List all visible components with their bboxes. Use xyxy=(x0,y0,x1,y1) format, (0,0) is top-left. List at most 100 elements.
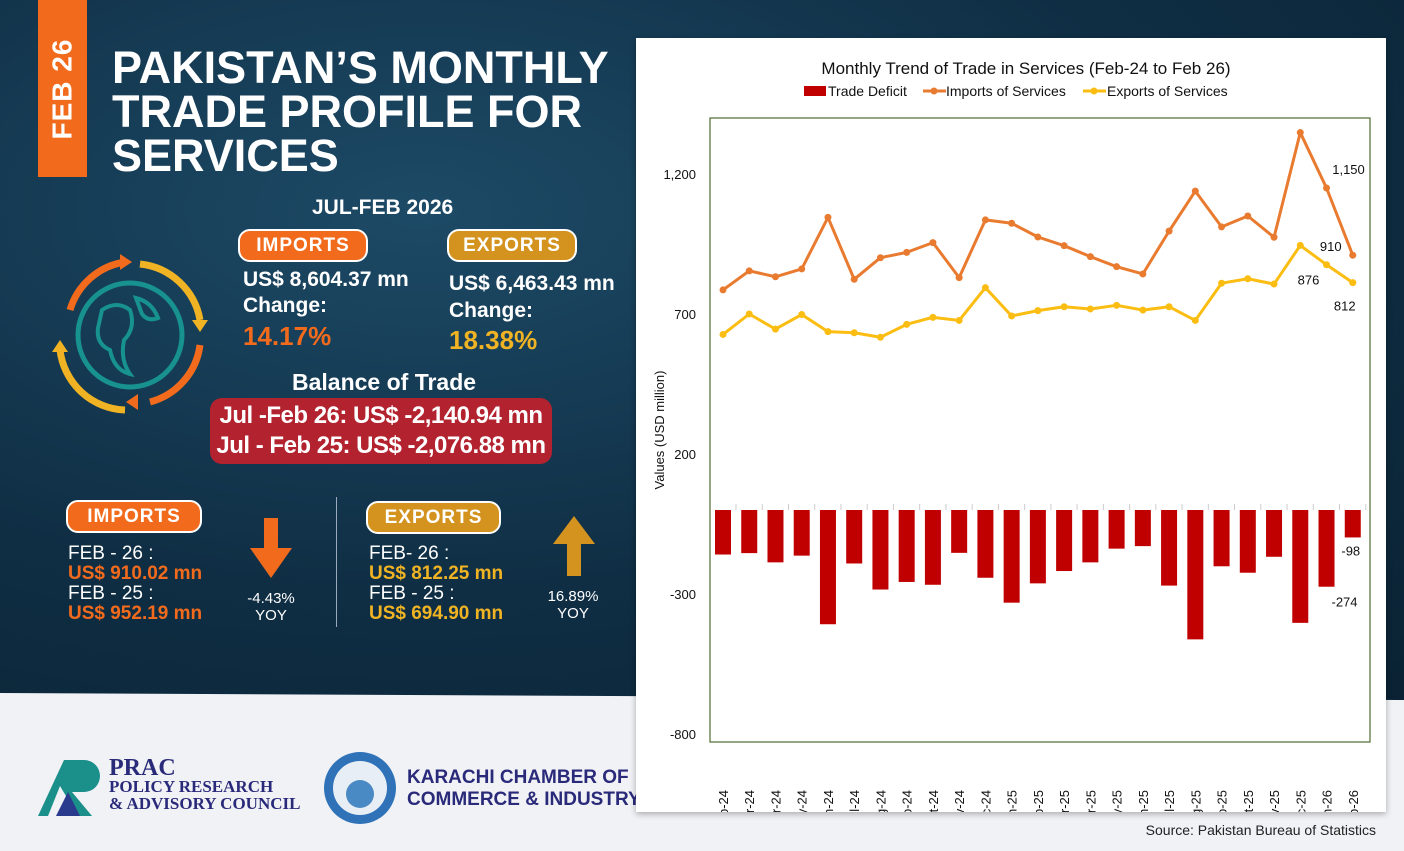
bar-trade-deficit xyxy=(1134,510,1151,547)
point-exports xyxy=(1191,316,1199,324)
exports-cur-value: US$ 812.25 mn xyxy=(369,563,504,584)
x-tick-label: Nov-24 xyxy=(952,790,967,812)
x-tick-label: May-24 xyxy=(795,790,810,812)
legend: Trade Deficit Imports of Services Export… xyxy=(804,83,1228,99)
exports-yoy-label: YOY xyxy=(557,605,589,622)
x-tick-label: Mar-24 xyxy=(742,790,757,812)
bar-trade-deficit xyxy=(741,510,758,554)
x-tick-label: Dec-25 xyxy=(1293,790,1308,812)
y-axis-label: Values (USD million) xyxy=(652,371,667,490)
point-imports xyxy=(719,286,727,294)
point-exports xyxy=(1218,279,1226,287)
point-imports xyxy=(798,265,806,273)
point-exports xyxy=(1060,303,1068,311)
point-exports xyxy=(771,325,779,333)
x-tick-label: Jan-25 xyxy=(1005,790,1020,812)
x-tick-label: Feb-25 xyxy=(1031,790,1046,812)
point-exports xyxy=(1008,312,1016,320)
point-imports xyxy=(745,267,753,275)
point-imports xyxy=(903,248,911,256)
y-tick-label: 1,200 xyxy=(663,167,696,182)
point-exports xyxy=(1323,261,1331,269)
point-exports xyxy=(1270,280,1278,288)
y-tick-label: -300 xyxy=(670,587,696,602)
source-note: Source: Pakistan Bureau of Statistics xyxy=(1145,822,1376,838)
bar-trade-deficit xyxy=(1266,510,1283,557)
exports-change-label: Change: xyxy=(449,299,533,322)
legend-swatch-deficit xyxy=(804,86,826,96)
balance-current: Jul -Feb 26: US$ -2,140.94 mn xyxy=(219,402,543,429)
line-exports xyxy=(722,243,1354,339)
point-imports xyxy=(1218,223,1226,231)
bar-trade-deficit xyxy=(977,510,994,578)
bar-trade-deficit xyxy=(1318,510,1335,587)
point-imports xyxy=(1139,270,1147,278)
x-tick-label: Feb-24 xyxy=(716,790,731,812)
imports-prev-value: US$ 952.19 mn xyxy=(68,603,203,624)
point-exports xyxy=(1349,279,1357,287)
bar-trade-deficit xyxy=(715,510,731,555)
point-imports xyxy=(1008,219,1016,227)
x-tick-label: Apr-25 xyxy=(1083,790,1098,812)
bar-trade-deficit xyxy=(872,510,889,590)
balance-title: Balance of Trade xyxy=(292,369,477,395)
monthly-exports: FEB- 26 : US$ 812.25 mn FEB - 25 : US$ 6… xyxy=(369,544,503,624)
legend-imports: Imports of Services xyxy=(946,83,1066,99)
imports-yoy: -4.43% YOY xyxy=(240,590,302,624)
exports-yoy-value: 16.89% xyxy=(547,588,599,605)
imports-badge: IMPORTS xyxy=(238,229,368,262)
arrow-up-icon xyxy=(553,516,595,576)
x-tick-label: Oct-24 xyxy=(926,790,941,812)
kcci-line2: COMMERCE & INDUSTRY xyxy=(407,789,641,810)
balance-box: Jul -Feb 26: US$ -2,140.94 mn Jul - Feb … xyxy=(210,398,552,464)
exports-total: US$ 6,463.43 mn xyxy=(449,272,615,295)
data-label: 812 xyxy=(1334,299,1356,314)
imports-total: US$ 8,604.37 mn xyxy=(243,268,409,291)
point-imports xyxy=(1296,129,1304,137)
point-imports xyxy=(1191,187,1199,195)
bar-trade-deficit xyxy=(1108,510,1125,549)
point-exports xyxy=(824,328,832,336)
imports-cur-value: US$ 910.02 mn xyxy=(68,563,203,584)
x-tick-label: Aug-24 xyxy=(873,790,888,812)
bar-trade-deficit xyxy=(819,510,836,625)
x-tick-label: Jun-25 xyxy=(1136,790,1151,812)
point-imports xyxy=(1349,251,1357,259)
point-exports xyxy=(1296,241,1304,249)
legend-exports: Exports of Services xyxy=(1107,83,1228,99)
x-tick-label: Jan-26 xyxy=(1320,790,1335,812)
bar-trade-deficit xyxy=(1082,510,1099,563)
date-tag: FEB 26 xyxy=(38,0,87,177)
x-tick-label: Jul-24 xyxy=(847,790,862,812)
bar-trade-deficit xyxy=(767,510,784,563)
divider xyxy=(336,497,337,627)
bar-trade-deficit xyxy=(1029,510,1046,584)
point-imports xyxy=(1113,263,1121,271)
bar-trade-deficit xyxy=(1292,510,1309,623)
x-tick-label: May-25 xyxy=(1110,790,1125,812)
arrow-down-icon xyxy=(250,518,292,578)
point-imports xyxy=(1270,233,1278,241)
exports-prev-value: US$ 694.90 mn xyxy=(369,603,504,624)
globe-cycle-icon xyxy=(52,254,208,414)
x-tick-label: Oct-25 xyxy=(1241,790,1256,812)
point-exports xyxy=(1034,307,1042,315)
monthly-imports: FEB - 26 : US$ 910.02 mn FEB - 25 : US$ … xyxy=(68,544,202,624)
point-imports xyxy=(1060,242,1068,250)
point-imports xyxy=(981,216,989,224)
point-imports xyxy=(1086,253,1094,261)
x-tick-label: Sep-24 xyxy=(900,790,915,812)
prac-logo xyxy=(38,760,100,816)
point-exports xyxy=(876,333,884,341)
point-imports xyxy=(771,273,779,281)
exports-cur-label: FEB- 26 : xyxy=(369,543,450,564)
x-tick-label: Feb-26 xyxy=(1346,790,1361,812)
chart-panel: Monthly Trend of Trade in Services (Feb-… xyxy=(636,38,1386,833)
point-exports xyxy=(798,311,806,319)
x-tick-label: Apr-24 xyxy=(768,790,783,812)
point-exports xyxy=(1139,306,1147,314)
point-exports xyxy=(1113,301,1121,309)
monthly-exports-badge: EXPORTS xyxy=(366,501,501,534)
point-exports xyxy=(1244,275,1252,283)
exports-change: 18.38% xyxy=(449,325,538,355)
